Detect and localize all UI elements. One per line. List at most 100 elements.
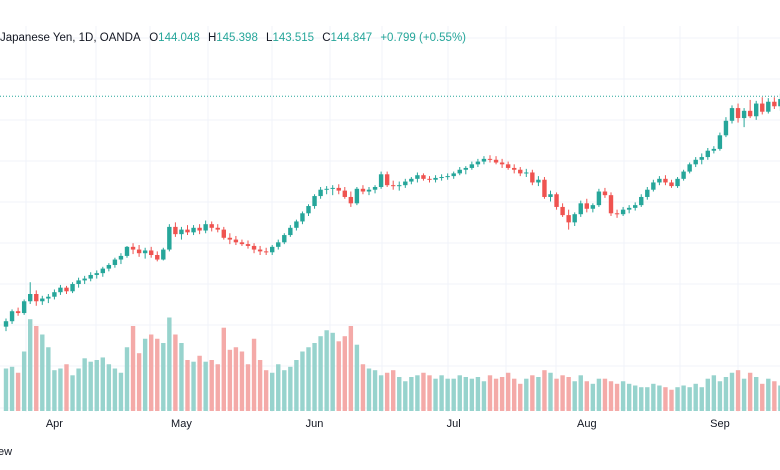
candle <box>52 289 57 300</box>
candle-body <box>58 287 63 293</box>
candle <box>493 156 499 165</box>
volume-bar <box>711 375 717 411</box>
candle <box>282 233 287 245</box>
candle-body <box>173 226 178 235</box>
candle-body <box>100 268 105 274</box>
candle-body <box>481 158 487 162</box>
candle-body <box>215 227 220 230</box>
candle-body <box>142 250 148 254</box>
candle <box>239 239 245 246</box>
x-tick-label: Jun <box>306 418 324 430</box>
candle-body <box>445 176 450 178</box>
candle <box>754 100 759 120</box>
volume-bar <box>475 377 481 411</box>
candle-body <box>729 108 735 121</box>
candle <box>584 198 589 213</box>
candle-body <box>191 227 196 233</box>
candle-body <box>118 255 124 260</box>
candle <box>397 181 402 191</box>
volume-bar <box>360 364 366 411</box>
candle <box>173 222 178 237</box>
candle-body <box>9 311 15 322</box>
candle <box>372 185 378 194</box>
volume-bar <box>348 326 354 411</box>
candle <box>560 203 565 217</box>
legend-close-value: 144.847 <box>330 32 373 44</box>
candle <box>487 155 493 163</box>
candle-body <box>251 245 257 250</box>
tradingview-watermark[interactable]: ew <box>0 446 13 458</box>
volume-bar <box>167 317 172 411</box>
volume-bar <box>493 378 499 411</box>
volume-bar <box>52 370 57 411</box>
candle-body <box>536 179 541 183</box>
volume-bar <box>560 375 565 411</box>
candle-body <box>40 298 45 302</box>
candle-body <box>34 294 39 302</box>
volume-bar <box>384 372 390 411</box>
candle <box>324 186 329 195</box>
candle-body <box>94 273 99 275</box>
candle-body <box>227 237 233 240</box>
candle <box>542 177 547 199</box>
candle <box>536 176 541 187</box>
volume-bar <box>620 381 626 411</box>
candle-body <box>620 209 626 215</box>
candle-body <box>342 190 347 197</box>
candle-body <box>149 250 154 256</box>
candle-body <box>681 171 686 179</box>
candle <box>427 176 432 183</box>
volume-bar <box>366 368 372 411</box>
candle-body <box>124 246 130 256</box>
legend-high-label: H <box>207 32 217 44</box>
volume-bar <box>82 358 87 411</box>
volume-bar <box>578 375 583 411</box>
candle <box>505 161 511 170</box>
candle <box>481 156 487 165</box>
candle-body <box>657 178 662 183</box>
volume-bar <box>729 372 735 411</box>
volume-bar <box>409 377 414 411</box>
candle <box>681 169 686 181</box>
candle <box>729 105 735 124</box>
volume-bar <box>524 378 529 411</box>
candle <box>608 192 614 217</box>
candle <box>106 263 112 272</box>
volume-bar <box>203 361 208 411</box>
candle <box>155 251 160 262</box>
candle-body <box>499 162 505 165</box>
candle-body <box>542 179 547 197</box>
candle <box>578 200 583 217</box>
candle-body <box>378 174 384 187</box>
candle <box>741 108 747 128</box>
volume-bar <box>772 381 777 411</box>
candle-body <box>46 296 51 299</box>
volume-bar <box>469 378 475 411</box>
candle-body <box>366 189 372 192</box>
volume-bar <box>372 370 378 411</box>
candle <box>112 257 118 268</box>
candle-body <box>747 110 753 117</box>
candle-body <box>155 255 160 260</box>
volume-bar <box>427 375 432 411</box>
volume-bar <box>288 366 293 411</box>
candle-body <box>687 164 692 172</box>
volume-bar <box>191 361 196 411</box>
candle <box>276 239 281 250</box>
candle-body <box>306 206 311 214</box>
candle <box>88 272 93 282</box>
candle <box>463 166 468 175</box>
volume-bar <box>306 347 311 411</box>
candle <box>348 191 354 207</box>
candle <box>215 224 220 233</box>
candle-body <box>530 172 535 183</box>
candle <box>391 180 396 190</box>
candle <box>227 233 233 245</box>
candle-body <box>409 178 414 182</box>
candle <box>711 146 717 154</box>
candle-body <box>185 229 190 233</box>
volume-bars <box>3 317 780 411</box>
candle <box>457 167 462 176</box>
